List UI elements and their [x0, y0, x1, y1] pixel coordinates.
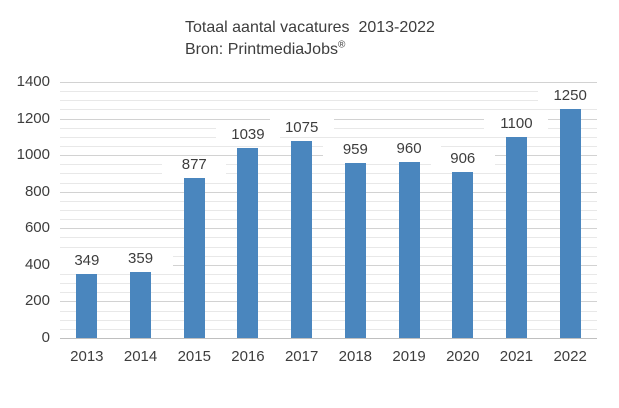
- gridline: [60, 173, 597, 175]
- gridline: [60, 283, 597, 285]
- bar-2016: [237, 148, 259, 338]
- bar-value-label: 906: [430, 150, 495, 169]
- gridline: [60, 255, 597, 257]
- gridline: [60, 219, 597, 221]
- bar-value-label: 1250: [538, 87, 603, 106]
- gridline: [60, 118, 597, 120]
- bar-2017: [291, 141, 313, 338]
- x-axis-line: [60, 338, 597, 339]
- bar-value-label: 877: [162, 155, 227, 174]
- bar-value-label: 959: [323, 140, 388, 159]
- bar-2018: [344, 162, 366, 338]
- gridline: [60, 210, 597, 211]
- bar-2019: [398, 162, 420, 338]
- gridline: [60, 164, 597, 166]
- bar-2020: [452, 172, 474, 338]
- bar-value-label: 359: [108, 250, 173, 269]
- y-axis-labels: 0 200 400 600 800 1000 1200 1400: [0, 0, 54, 408]
- x-axis-label: 2014: [123, 348, 158, 365]
- chart-title-block: Totaal aantal vacatures 2013-2022 Bron: …: [185, 17, 435, 61]
- x-axis-label: 2020: [446, 348, 480, 365]
- gridline: [60, 328, 597, 330]
- chart-subtitle: Bron: PrintmediaJobs®: [185, 39, 435, 61]
- bar-2014: [130, 272, 152, 338]
- bar-2022: [559, 109, 581, 338]
- x-axis-label: 2019: [392, 348, 426, 365]
- x-axis-label: 2017: [284, 348, 319, 365]
- gridline: [60, 200, 597, 202]
- x-axis-labels: 2013 2014 2015 2016 2017 2018 2019 2020 2021 2022: [0, 348, 619, 372]
- bar-value-label: 1075: [269, 119, 334, 138]
- bar-value-label: 349: [54, 252, 119, 271]
- gridline: [60, 319, 597, 321]
- y-tick-label: 600: [24, 219, 50, 237]
- chart-subtitle-text: Bron: PrintmediaJobs: [185, 41, 338, 58]
- gridline: [60, 274, 597, 275]
- x-axis-label: 2018: [338, 348, 373, 365]
- y-tick-label: 1000: [16, 146, 50, 164]
- y-tick-label: 1200: [16, 109, 50, 127]
- x-axis-label: 2015: [177, 348, 211, 365]
- gridline: [60, 264, 597, 266]
- gridline: [60, 182, 597, 184]
- gridline: [60, 109, 597, 111]
- gridline: [60, 91, 597, 93]
- gridline: [60, 237, 597, 239]
- gridline: [60, 301, 597, 303]
- gridline: [60, 228, 597, 230]
- bar-value-label: 1100: [484, 114, 549, 133]
- plot-area: 349 359 877 1039 1075 959 960 906 1100 1250: [54, 82, 603, 339]
- gridline: [60, 246, 597, 248]
- gridline: [60, 191, 597, 193]
- gridline: [60, 310, 597, 312]
- registered-trademark-symbol: ®: [337, 39, 346, 51]
- bar-2021: [505, 136, 527, 338]
- bar-value-label: 1039: [215, 126, 280, 144]
- gridline: [60, 100, 597, 102]
- bar-value-label: 960: [377, 140, 442, 159]
- gridline: [60, 82, 597, 83]
- bar-2015: [183, 177, 205, 338]
- x-axis-label: 2021: [499, 348, 534, 365]
- x-axis-label: 2016: [231, 348, 265, 365]
- x-axis-label: 2022: [553, 348, 587, 365]
- bar-2013: [76, 274, 98, 338]
- gridline: [60, 292, 597, 294]
- x-axis-label: 2013: [70, 348, 104, 365]
- y-tick-label: 800: [24, 182, 50, 200]
- y-tick-label: 0: [41, 329, 50, 346]
- y-tick-label: 400: [24, 255, 50, 273]
- chart-title: Totaal aantal vacatures 2013-2022: [185, 19, 435, 36]
- y-tick-label: 200: [24, 292, 50, 310]
- y-tick-label: 1400: [16, 73, 50, 90]
